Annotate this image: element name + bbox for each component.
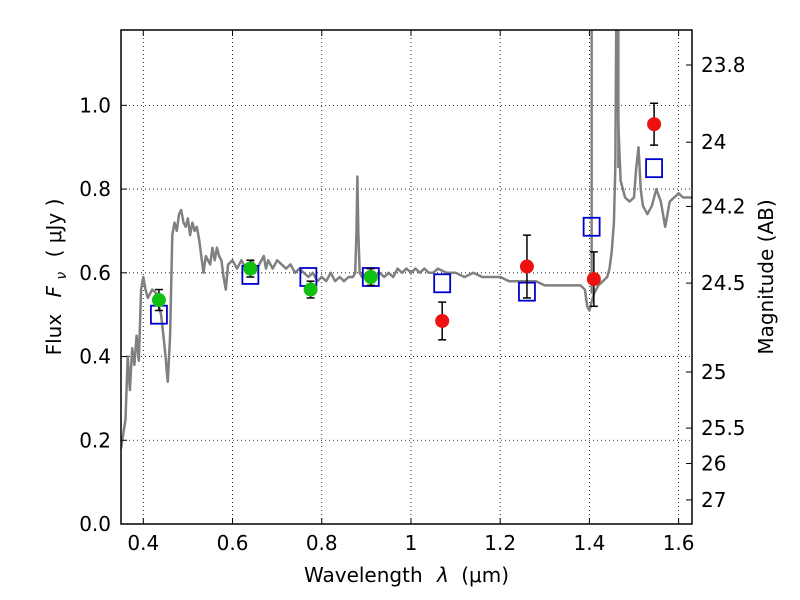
model-spectrum-line bbox=[121, 30, 692, 449]
y-tick-label: 0.2 bbox=[79, 428, 111, 452]
model-photometry-box bbox=[582, 216, 601, 237]
y-tick-label: 0.4 bbox=[79, 345, 111, 369]
y-tick-label: 0.8 bbox=[79, 177, 111, 201]
observed-red-point bbox=[647, 117, 662, 132]
observed-green-point bbox=[243, 261, 258, 276]
plot-series bbox=[121, 30, 692, 449]
observed-red-point bbox=[586, 272, 601, 287]
x-tick-label: 1.2 bbox=[484, 531, 516, 555]
y2-tick-label: 27 bbox=[701, 488, 726, 512]
x-tick-label: 1 bbox=[405, 531, 418, 555]
y-tick-label: 1.0 bbox=[79, 93, 111, 117]
x-tick-label: 0.6 bbox=[217, 531, 249, 555]
y2-axis-label: Magnitude (AB) bbox=[754, 199, 778, 354]
observed-red-point bbox=[519, 259, 534, 274]
x-tick-label: 1.6 bbox=[663, 531, 695, 555]
observed-red-point bbox=[435, 313, 450, 328]
x-axis-label: Wavelength λ (μm) bbox=[304, 563, 509, 587]
y2-tick-label: 25 bbox=[701, 360, 726, 384]
y2-tick-label: 24.5 bbox=[701, 271, 746, 295]
model-photometry-box bbox=[433, 273, 452, 294]
x-tick-label: 1.4 bbox=[573, 531, 605, 555]
y2-tick-label: 23.8 bbox=[701, 53, 746, 77]
y2-tick-label: 24 bbox=[701, 130, 726, 154]
axis-ticks: 0.4 0.6 0.8 1 1.2 1.4 1.6 0.0 0.2 0.4 0.6 0.8 1.0 23.… bbox=[79, 30, 746, 555]
observed-green-point bbox=[363, 270, 378, 284]
y2-tick-label: 25.5 bbox=[701, 416, 746, 440]
x-tick-label: 0.4 bbox=[127, 531, 159, 555]
plot-frame bbox=[120, 29, 693, 525]
observed-green-point bbox=[151, 293, 166, 308]
y-tick-label: 0.6 bbox=[79, 261, 111, 285]
y-tick-label: 0.0 bbox=[79, 512, 111, 536]
observed-green-point bbox=[303, 282, 318, 297]
y2-tick-label: 24.2 bbox=[701, 194, 746, 218]
y2-tick-label: 26 bbox=[701, 451, 726, 475]
y-axis-label: Flux F ν ( μJy ) bbox=[42, 199, 71, 356]
model-photometry-box bbox=[645, 158, 663, 179]
x-tick-label: 0.8 bbox=[306, 531, 338, 555]
